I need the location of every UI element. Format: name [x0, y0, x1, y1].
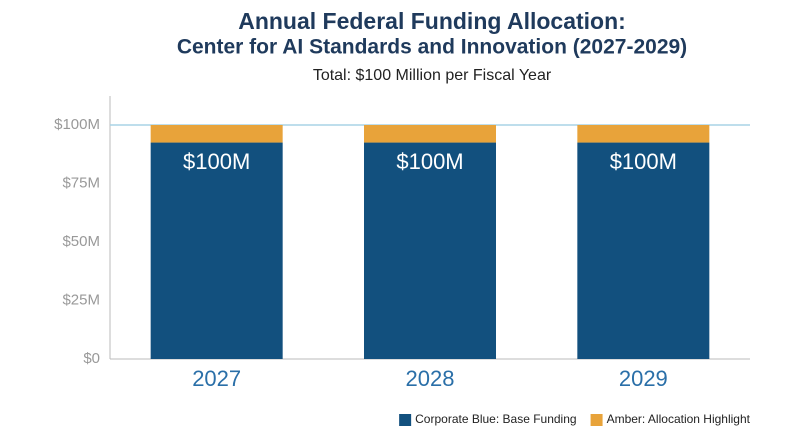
y-tick-label: $75M [62, 174, 100, 191]
y-tick-label: $50M [62, 233, 100, 250]
y-tick-label: $100M [54, 116, 100, 133]
legend-swatch [590, 414, 603, 426]
chart-subtitle: Total: $100 Million per Fiscal Year [313, 67, 552, 84]
bar-segment [364, 142, 496, 359]
total-label: $100M [396, 149, 463, 174]
bar-segment [150, 142, 283, 359]
total-label: $100M [610, 149, 677, 174]
x-tick-label: 2027 [192, 366, 241, 391]
legend-swatch [399, 414, 412, 426]
bar-segment [577, 125, 710, 143]
y-tick-label: $0 [83, 350, 100, 367]
bar-segment [150, 125, 283, 143]
legend-label: Amber: Allocation Highlight [607, 412, 751, 426]
legend-label: Corporate Blue: Base Funding [415, 412, 576, 426]
x-tick-label: 2029 [619, 366, 668, 391]
bar-segment [364, 125, 496, 143]
chart-title: Annual Federal Funding Allocation: [238, 8, 626, 34]
bar-segment [577, 142, 710, 359]
y-tick-label: $25M [62, 291, 100, 308]
total-label: $100M [183, 149, 250, 174]
x-tick-label: 2028 [406, 366, 455, 391]
chart-title-line2: Center for AI Standards and Innovation (… [177, 36, 687, 59]
